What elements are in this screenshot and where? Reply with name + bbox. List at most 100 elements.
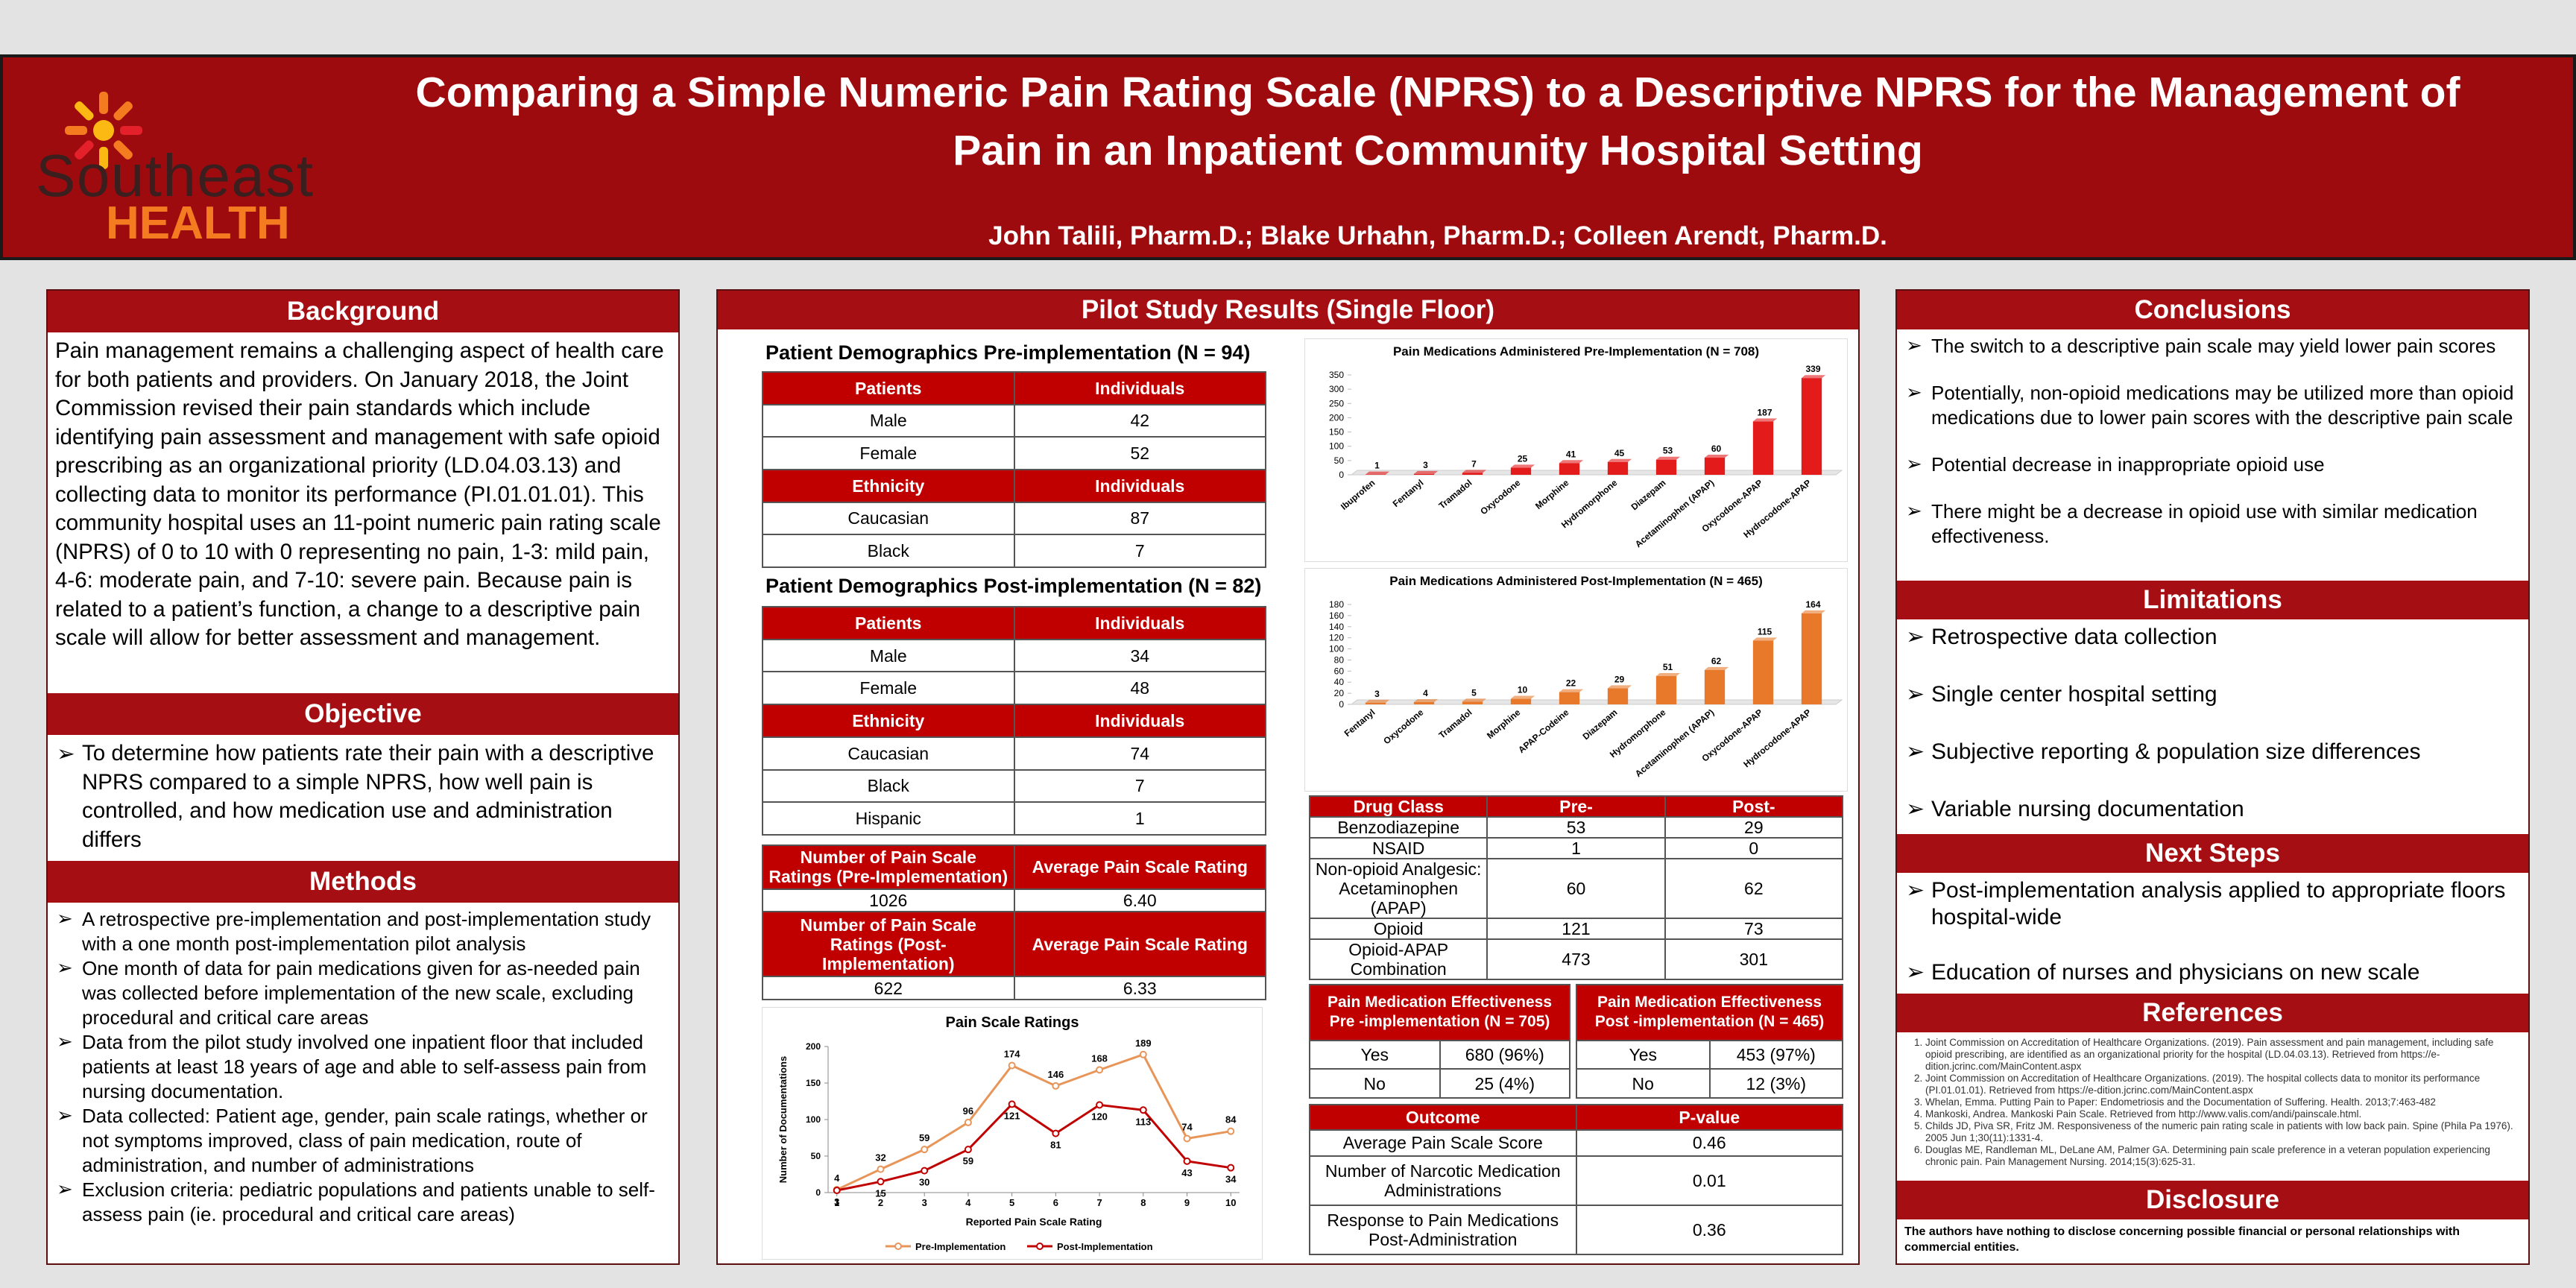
y-tick-label: 150 xyxy=(1329,427,1344,438)
bar xyxy=(1704,458,1726,475)
section-heading: Next Steps xyxy=(1897,834,2528,873)
bar xyxy=(1510,698,1532,704)
data-label: 4 xyxy=(1423,688,1428,698)
table-cell: 52 xyxy=(1013,436,1266,470)
point xyxy=(1139,1106,1147,1114)
point xyxy=(1227,1127,1235,1135)
table-header-row: Number of Pain Scale Ratings (Pre-Implem… xyxy=(762,845,1266,890)
table-row: Non-opioid Analgesic: Acetaminophen (APA… xyxy=(1308,858,1844,919)
section-heading: Objective xyxy=(48,693,678,735)
table-header-cell: Average Pain Scale Rating xyxy=(1013,911,1266,978)
legend-label: Post-Implementation xyxy=(1057,1241,1153,1252)
table-cell: 53 xyxy=(1486,816,1666,839)
x-tick-label: Diazepam xyxy=(1581,707,1620,742)
x-axis-label: Reported Pain Scale Rating xyxy=(966,1216,1102,1228)
table-cell: 0 xyxy=(1664,837,1844,859)
data-label: 62 xyxy=(1711,656,1722,666)
methods-list: A retrospective pre-implementation and p… xyxy=(55,907,671,1227)
table-cell: 42 xyxy=(1013,403,1266,438)
table-cell: Hispanic xyxy=(762,801,1015,836)
table-cell: Yes xyxy=(1309,1039,1441,1070)
table-cell: 74 xyxy=(1013,736,1266,771)
table: Outcome P-value Average Pain Scale Score 0.… xyxy=(1309,1103,1843,1256)
x-tick-label: Oxycodone xyxy=(1478,477,1522,517)
table-header-row: Pain Medication Effectiveness Pre -imple… xyxy=(1309,984,1570,1041)
bar-top xyxy=(1607,458,1632,462)
x-tick-label: Tramadol xyxy=(1437,478,1474,511)
point xyxy=(1052,1129,1060,1137)
bar xyxy=(1559,692,1580,704)
bar-top xyxy=(1801,610,1826,613)
bar-top xyxy=(1510,464,1535,468)
list-item: A retrospective pre-implementation and p… xyxy=(55,907,671,956)
x-tick-label: Morphine xyxy=(1485,707,1523,741)
table-cell: Black xyxy=(762,534,1015,568)
table: Patients Individuals Male 42 Female 52 Ethnici… xyxy=(762,371,1266,568)
table-title: Patient Demographics Pre-implementation … xyxy=(765,341,1251,364)
x-tick-label: Acetaminophen (APAP) xyxy=(1633,707,1716,780)
table-cell: Opioid xyxy=(1308,918,1489,940)
table-row: Black 7 xyxy=(762,768,1266,804)
table: Pain Medication Effectiveness Post -impl… xyxy=(1576,984,1843,1099)
x-tick-label: 8 xyxy=(1140,1197,1146,1208)
list-item: Joint Commission on Accreditation of Hea… xyxy=(1925,1073,2521,1096)
table-cell: Black xyxy=(762,768,1015,804)
chart-title: Pain Medications Administered Pre-Implem… xyxy=(1393,344,1759,359)
point xyxy=(1096,1101,1104,1109)
x-tick-label: Diazepam xyxy=(1629,478,1668,513)
table-cell: Caucasian xyxy=(762,501,1015,536)
background-text: Pain management remains a challenging as… xyxy=(55,338,664,650)
x-tick-label: Morphine xyxy=(1533,477,1571,511)
point xyxy=(1227,1164,1235,1172)
list-item: Post-implementation analysis applied to … xyxy=(1904,877,2521,931)
y-axis-label: Number of Documentations xyxy=(777,1056,789,1183)
table-cell: 6.33 xyxy=(1013,976,1266,1000)
list-item: There might be a decrease in opioid use … xyxy=(1904,499,2521,549)
chart-title: Pain Medications Administered Post-Imple… xyxy=(1389,574,1763,588)
next-steps-section: Next Steps Post-implementation analysis … xyxy=(1897,834,2528,994)
table-row: 622 6.33 xyxy=(762,976,1266,1000)
point xyxy=(1008,1100,1016,1108)
bar xyxy=(1365,702,1386,704)
table-cell: 6.40 xyxy=(1013,888,1266,913)
table-cell: 0.01 xyxy=(1575,1155,1843,1206)
bar xyxy=(1413,702,1435,704)
data-label: 10 xyxy=(1518,685,1528,695)
table-cell: Average Pain Scale Score xyxy=(1309,1129,1577,1157)
bar-chart: Pain Medications Administered Pre-Implem… xyxy=(1304,338,1848,562)
x-tick-label: APAP-Codeine xyxy=(1516,707,1570,755)
table-cell: 73 xyxy=(1664,918,1844,940)
table-row: Opioid 121 73 xyxy=(1308,918,1844,940)
table-cell: 0.46 xyxy=(1575,1129,1843,1157)
y-tick-label: 20 xyxy=(1334,688,1345,698)
table-row: Caucasian 74 xyxy=(762,736,1266,771)
table-cell: 29 xyxy=(1664,816,1844,839)
bar-top xyxy=(1462,698,1487,702)
authors: John Talili, Pharm.D.; Blake Urhahn, Pha… xyxy=(988,221,1887,250)
y-tick-label: 40 xyxy=(1334,677,1345,687)
series-line xyxy=(836,1102,1231,1192)
y-tick-label: 120 xyxy=(1329,633,1344,643)
table-cell: Non-opioid Analgesic: Acetaminophen (APA… xyxy=(1308,858,1489,919)
bar xyxy=(1752,640,1774,704)
table-cell: Female xyxy=(762,436,1015,470)
bar xyxy=(1462,473,1483,475)
x-tick-label: 1 xyxy=(834,1197,839,1208)
table-cell: 12 (3%) xyxy=(1708,1068,1843,1099)
table-header-row: Pain Medication Effectiveness Post -impl… xyxy=(1576,984,1843,1041)
data-label: 41 xyxy=(1566,449,1576,459)
list-item: Joint Commission on Accreditation of Hea… xyxy=(1925,1037,2521,1073)
table-header-cell: Drug Class xyxy=(1308,795,1489,818)
table-cell: 7 xyxy=(1013,534,1266,568)
y-tick-label: 80 xyxy=(1334,654,1345,665)
bar xyxy=(1607,688,1629,704)
table-cell: Female xyxy=(762,671,1015,706)
y-tick-label: 150 xyxy=(806,1078,821,1088)
data-label: 339 xyxy=(1805,364,1820,374)
section-heading: Disclosure xyxy=(1897,1181,2528,1219)
table: Number of Pain Scale Ratings (Pre-Implem… xyxy=(762,845,1266,1000)
title: Comparing a Simple Numeric Pain Rating S… xyxy=(415,69,2460,174)
list-item: Potentially, non-opioid medications may … xyxy=(1904,381,2521,430)
point xyxy=(1008,1061,1016,1070)
legend-marker xyxy=(894,1243,902,1250)
